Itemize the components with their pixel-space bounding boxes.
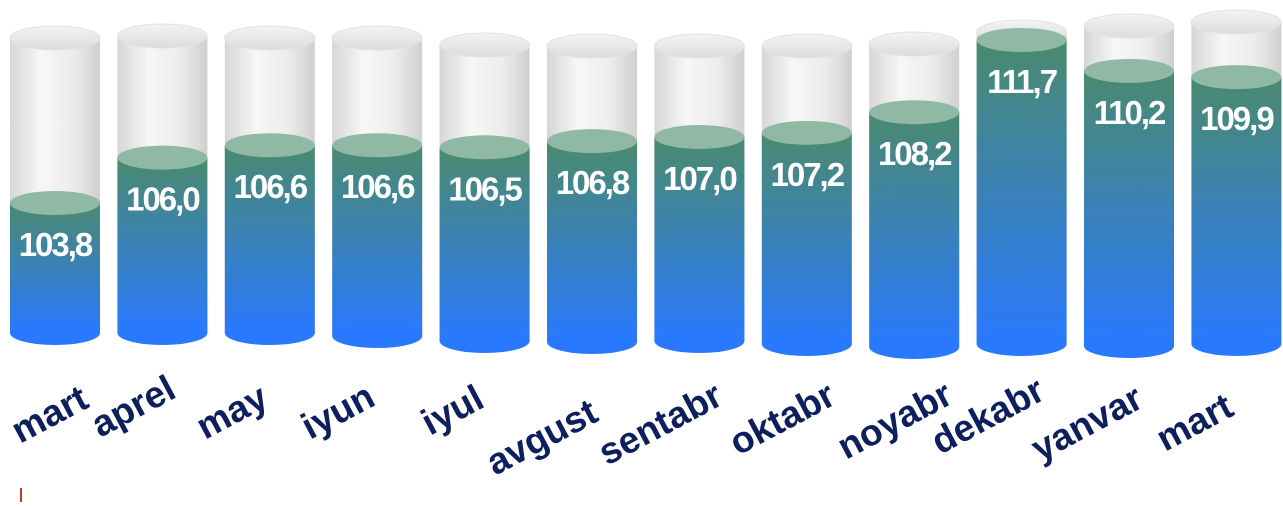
glass-rim [1190, 9, 1282, 35]
data-label: 108,2 [878, 135, 952, 172]
data-label: 106,6 [341, 168, 415, 205]
data-label: 106,8 [556, 164, 630, 201]
data-label: 106,6 [234, 168, 308, 205]
bar-base [1084, 334, 1174, 358]
glass-rim [331, 25, 423, 51]
bar [547, 141, 637, 342]
bar-base [10, 321, 100, 345]
category-label: iyul [415, 377, 491, 443]
bar-cap [1084, 58, 1174, 83]
bar-cap [1191, 65, 1282, 90]
bar [869, 112, 960, 348]
category-label: sentabr [592, 374, 729, 473]
tick-mark [20, 488, 22, 502]
bar-cap [224, 133, 315, 158]
bar-base [332, 324, 423, 348]
bar [1084, 70, 1174, 346]
data-label: 107,0 [663, 160, 736, 197]
bar-cap [869, 100, 960, 125]
glass-rim [9, 25, 101, 51]
glass-rim [653, 33, 745, 59]
bar-base [654, 329, 745, 353]
bar-cap [976, 28, 1067, 52]
bar-cap [10, 191, 100, 215]
bar-cap [761, 120, 852, 145]
glass-rim [224, 25, 316, 51]
glass-rim [868, 31, 960, 57]
bar-base [439, 329, 530, 353]
glass-rim [439, 32, 531, 58]
data-label: 111,7 [987, 63, 1057, 100]
category-label: mart [1150, 385, 1240, 459]
category-label: mart [5, 377, 95, 451]
bar [224, 145, 315, 333]
category-label: may [190, 376, 275, 447]
bar [654, 136, 745, 341]
category-label: avgust [480, 391, 605, 483]
bar-base [869, 335, 960, 359]
bar [117, 157, 208, 333]
category-label: aprel [85, 367, 182, 445]
bar [332, 145, 423, 336]
bar-cap [439, 135, 530, 160]
bar [10, 203, 100, 333]
bar-base [117, 321, 208, 345]
category-label: iyun [295, 375, 381, 447]
bar [1191, 77, 1282, 344]
bar [976, 40, 1067, 344]
bar-cap [117, 145, 208, 170]
bar-cap [332, 133, 423, 158]
bar-base [976, 332, 1067, 356]
bar-base [547, 330, 637, 354]
data-label: 109,9 [1200, 100, 1274, 137]
glass-rim [1083, 13, 1175, 39]
glass-rim [761, 33, 853, 59]
data-label: 103,8 [19, 226, 93, 263]
data-label: 106,5 [448, 170, 522, 207]
bar-cap [654, 124, 745, 149]
bar [439, 147, 530, 341]
bar-base [1191, 332, 1282, 356]
data-label: 110,2 [1094, 94, 1166, 131]
data-label: 107,2 [771, 156, 845, 193]
bar-cap [547, 129, 637, 154]
bar-base [761, 332, 852, 356]
data-label: 106,0 [126, 181, 199, 218]
category-label: oktabr [723, 374, 842, 463]
bar-base [224, 321, 315, 345]
glass-rim [546, 33, 638, 59]
glass-rim [116, 23, 208, 49]
bar [761, 132, 852, 344]
